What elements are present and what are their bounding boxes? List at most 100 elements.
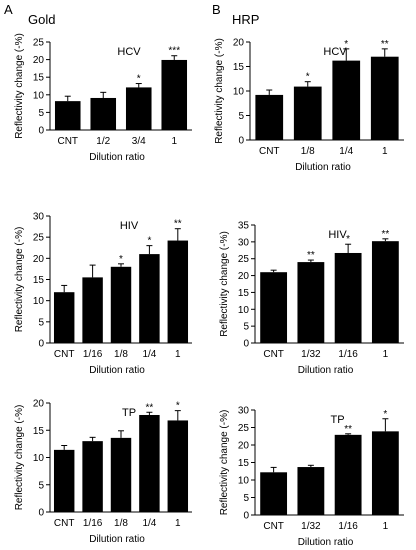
x-tick-label: CNT bbox=[54, 518, 75, 529]
y-tick-label: 5 bbox=[243, 322, 249, 333]
panel-label-gold: Gold bbox=[28, 12, 55, 27]
panel-label-hrp: HRP bbox=[232, 12, 259, 27]
y-tick-label: 30 bbox=[238, 237, 250, 248]
x-tick-label: 1/16 bbox=[338, 349, 358, 360]
x-tick-label: 1/4 bbox=[142, 518, 156, 529]
y-tick-label: 5 bbox=[238, 111, 244, 122]
significance-marker: * bbox=[119, 254, 123, 265]
y-tick-label: 10 bbox=[233, 87, 245, 98]
y-axis-label: Reflectivity change (-%) bbox=[14, 405, 25, 511]
bar bbox=[167, 420, 189, 512]
x-tick-label: 1/8 bbox=[114, 349, 128, 360]
x-tick-label: 1 bbox=[175, 349, 181, 360]
y-axis-label: Reflectivity change (-%) bbox=[219, 231, 230, 337]
y-axis-label: Reflectivity change (-%) bbox=[219, 410, 230, 516]
bar bbox=[371, 431, 399, 515]
x-tick-label: 1/16 bbox=[83, 518, 103, 529]
panel-letter-b: B bbox=[212, 2, 221, 17]
y-tick-label: 20 bbox=[33, 55, 45, 66]
significance-marker: ** bbox=[344, 424, 352, 435]
chart-6: 0 5 10 15 20 25 30 CNT 1/32 ** 1/16 * 1 TP Dilution ra… bbox=[219, 406, 404, 548]
y-axis-label: Reflectivity change (-%) bbox=[14, 33, 25, 139]
significance-marker: * bbox=[137, 74, 141, 85]
chart-1: 0 5 10 15 20 25 CNT 1/2 * 3/4 *** 1 HCV Dilution rati… bbox=[14, 33, 192, 163]
bar bbox=[260, 472, 288, 515]
bar bbox=[110, 437, 132, 512]
y-tick-label: 5 bbox=[38, 108, 44, 119]
x-tick-label: 1 bbox=[171, 136, 177, 147]
y-tick-label: 5 bbox=[38, 480, 44, 491]
significance-marker: ** bbox=[381, 39, 389, 50]
significance-marker: ** bbox=[307, 250, 315, 261]
bar bbox=[139, 414, 160, 512]
bar bbox=[54, 101, 81, 130]
y-tick-label: 15 bbox=[238, 288, 250, 299]
y-tick-label: 25 bbox=[33, 38, 45, 49]
y-tick-label: 10 bbox=[33, 90, 45, 101]
y-tick-label: 0 bbox=[38, 126, 44, 137]
x-tick-label: CNT bbox=[259, 146, 280, 157]
chart-5: 0 5 10 15 20 CNT 1/16 1/8 ** 1/4 * 1 TP Dilution rati… bbox=[14, 399, 192, 545]
y-tick-label: 15 bbox=[238, 458, 250, 469]
chart-title: TP bbox=[330, 414, 344, 426]
significance-marker: ** bbox=[381, 229, 389, 240]
chart-2: 0 5 10 15 20 CNT * 1/8 * 1/4 ** 1 HCV Dilution ratio R… bbox=[214, 38, 404, 173]
y-tick-label: 20 bbox=[238, 441, 250, 452]
bar bbox=[260, 272, 288, 343]
x-axis-label: Dilution ratio bbox=[298, 537, 354, 548]
x-axis-label: Dilution ratio bbox=[89, 534, 145, 545]
y-tick-label: 10 bbox=[238, 305, 250, 316]
x-axis-label: Dilution ratio bbox=[298, 365, 354, 376]
y-tick-label: 5 bbox=[38, 317, 44, 328]
x-tick-label: 1/16 bbox=[338, 521, 358, 532]
y-tick-label: 25 bbox=[238, 254, 250, 265]
y-tick-label: 0 bbox=[238, 136, 244, 147]
panel-letter-a: A bbox=[4, 2, 13, 17]
y-axis-label: Reflectivity change (-%) bbox=[214, 38, 225, 144]
bar bbox=[334, 434, 362, 515]
bar bbox=[161, 59, 188, 131]
y-tick-label: 0 bbox=[243, 511, 249, 522]
x-tick-label: 1 bbox=[383, 349, 389, 360]
significance-marker: * bbox=[306, 72, 310, 83]
bar bbox=[293, 86, 322, 140]
chart-title: HIV bbox=[120, 220, 139, 232]
x-tick-label: 1 bbox=[383, 521, 389, 532]
y-tick-label: 25 bbox=[33, 233, 45, 244]
bar bbox=[90, 97, 117, 130]
x-tick-label: 1/8 bbox=[301, 146, 315, 157]
x-tick-label: CNT bbox=[263, 349, 284, 360]
y-tick-label: 20 bbox=[238, 271, 250, 282]
y-tick-label: 10 bbox=[33, 453, 45, 464]
y-tick-label: 30 bbox=[238, 406, 250, 417]
x-axis-label: Dilution ratio bbox=[295, 162, 351, 173]
chart-title: HCV bbox=[117, 46, 141, 58]
bar bbox=[110, 266, 132, 343]
y-tick-label: 15 bbox=[33, 73, 45, 84]
x-tick-label: 1/2 bbox=[96, 136, 110, 147]
y-tick-label: 10 bbox=[238, 476, 250, 487]
y-tick-label: 30 bbox=[33, 212, 45, 223]
bar bbox=[53, 292, 75, 343]
significance-marker: * bbox=[383, 409, 387, 420]
x-axis-label: Dilution ratio bbox=[89, 152, 145, 163]
significance-marker: ** bbox=[174, 219, 182, 230]
y-tick-label: 0 bbox=[243, 339, 249, 350]
x-tick-label: 1/4 bbox=[142, 349, 156, 360]
x-tick-label: 1 bbox=[175, 518, 181, 529]
x-tick-label: 1/32 bbox=[301, 521, 321, 532]
x-tick-label: 1 bbox=[382, 146, 388, 157]
y-tick-label: 10 bbox=[33, 296, 45, 307]
bar bbox=[255, 94, 284, 140]
bar bbox=[297, 262, 325, 343]
significance-marker: * bbox=[147, 236, 151, 247]
chart-4: 0 5 10 15 20 25 30 35 CNT ** 1/32 * 1/16 ** 1 HIV Diluti… bbox=[219, 221, 404, 376]
significance-marker: ** bbox=[146, 402, 154, 413]
bar bbox=[82, 441, 103, 512]
significance-marker: * bbox=[344, 39, 348, 50]
significance-marker: *** bbox=[168, 46, 180, 57]
y-tick-label: 0 bbox=[38, 339, 44, 350]
bar bbox=[297, 467, 325, 515]
y-tick-label: 15 bbox=[33, 275, 45, 286]
bar bbox=[139, 254, 160, 343]
